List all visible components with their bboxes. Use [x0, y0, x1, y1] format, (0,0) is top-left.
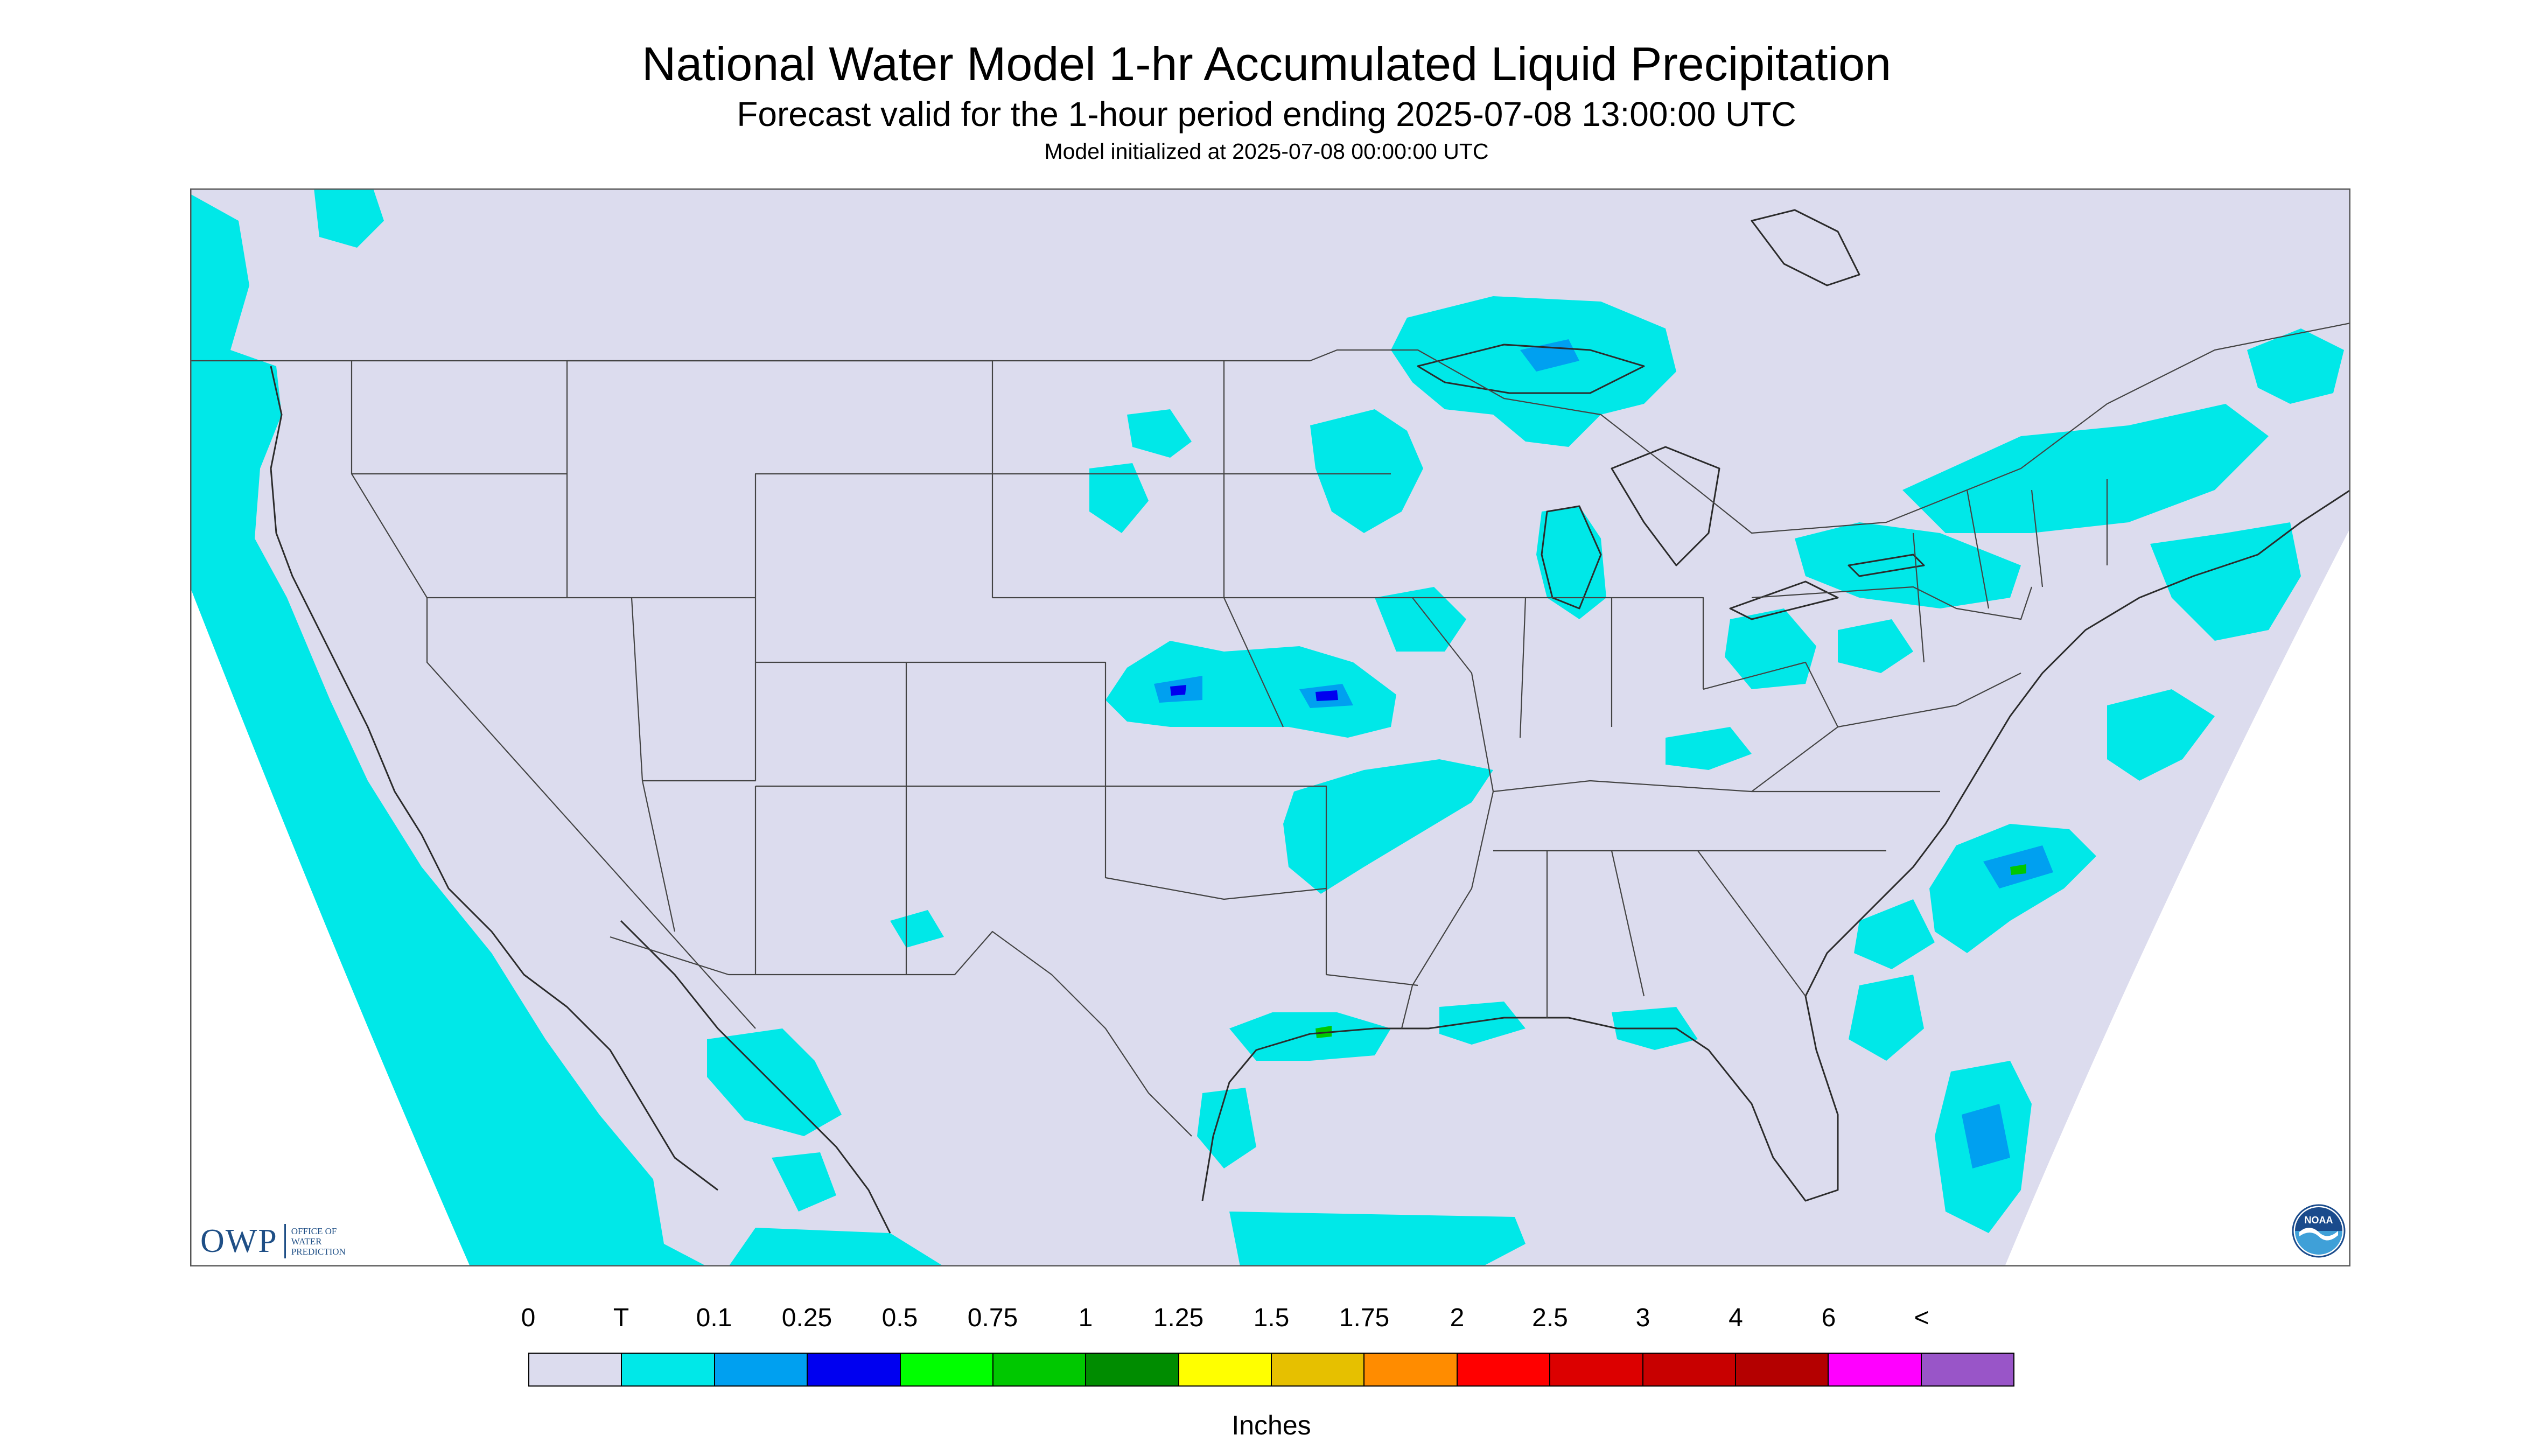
- owp-logo-wordmark: Office of Water Prediction: [291, 1226, 346, 1257]
- legend-swatch: [1179, 1354, 1272, 1385]
- legend-tick-label: 3: [1635, 1304, 1650, 1332]
- precip-area-carolinas-offshore: [1854, 899, 1935, 969]
- owp-logo-mark: OWP: [200, 1222, 278, 1259]
- precip-area-quebec: [1902, 404, 2269, 533]
- precip-area-kansas-heavy: [1170, 685, 1186, 696]
- legend-tick-label: 0: [521, 1304, 536, 1332]
- state-grid-central: [1104, 361, 1940, 1029]
- legend-swatch: [1921, 1354, 2013, 1385]
- legend-swatch: [529, 1354, 622, 1385]
- coastline-pacific: [270, 366, 718, 1191]
- color-legend: 0 T 0.1 0.25 0.5 0.75 1 1.25 1.5 1.75 2 2.5 3 4 6 < Inc…: [521, 1303, 2014, 1443]
- noaa-logo-text: NOAA: [2305, 1215, 2333, 1226]
- precip-area-bahamas-core: [1962, 1104, 2010, 1168]
- legend-swatch: [715, 1354, 808, 1385]
- legend-units-label: Inches: [1231, 1410, 1311, 1440]
- owp-logo-line: Office of: [291, 1226, 337, 1236]
- legend-tick-label: 1.25: [1153, 1304, 1204, 1332]
- precip-area-mexico: [707, 1028, 842, 1136]
- precip-area-central-plains: [1105, 641, 1396, 738]
- precip-area-minnesota: [1127, 409, 1192, 458]
- owp-logo: OWP Office of Water Prediction: [200, 1220, 346, 1263]
- legend-swatch: [1643, 1354, 1736, 1385]
- legend-tick-label: 2: [1450, 1304, 1465, 1332]
- map-subtitle: Forecast valid for the 1-hour period end…: [737, 95, 1796, 134]
- precip-area-atlantic: [1929, 824, 2096, 953]
- noaa-logo: NOAA: [2292, 1204, 2346, 1261]
- legend-tick-label: 1: [1078, 1304, 1093, 1332]
- precip-area-ohio: [1725, 608, 1816, 689]
- state-grid-west: [351, 360, 1284, 1029]
- precip-area-atlantic-heavy: [2010, 864, 2026, 875]
- owp-logo-line: Water: [291, 1236, 322, 1247]
- owp-logo-divider: [284, 1224, 286, 1258]
- legend-tick-label: 2.5: [1532, 1304, 1568, 1332]
- precip-area-new-mexico: [890, 910, 944, 948]
- legend-swatch: [1457, 1354, 1551, 1385]
- legend-tick-label: 0.5: [881, 1304, 918, 1332]
- map-title: National Water Model 1-hr Accumulated Li…: [641, 37, 1892, 90]
- legend-swatch: [1272, 1354, 1365, 1385]
- legend-tick-label: 1.75: [1339, 1304, 1390, 1332]
- precip-area-mexico-2: [772, 1152, 836, 1212]
- coastline-gulf: [1201, 489, 2350, 1202]
- legend-tick-label: T: [613, 1304, 629, 1332]
- legend-swatch: [993, 1354, 1087, 1385]
- state-boundaries: [190, 322, 2350, 1137]
- boundary-us-mexico: [610, 930, 1192, 1137]
- precip-area-michigan: [1536, 506, 1606, 619]
- state-grid-east: [1493, 479, 2108, 1018]
- legend-tick-label: 4: [1729, 1304, 1743, 1332]
- legend-swatch: [1736, 1354, 1829, 1385]
- precip-area-pennsylvania: [1838, 619, 1913, 673]
- legend-swatch: [1086, 1354, 1179, 1385]
- precip-area-superior: [1391, 296, 1676, 447]
- precipitation-map[interactable]: [190, 188, 2350, 1266]
- legend-swatch: [1365, 1354, 1458, 1385]
- precip-area-maine-coast: [2150, 522, 2301, 641]
- coastline-hudson-james-bay: [1751, 209, 1860, 286]
- coastline-gulf-of-california: [620, 920, 891, 1234]
- precip-area-atlantic-south: [1849, 975, 1924, 1061]
- owp-logo-line: Prediction: [291, 1246, 346, 1257]
- precip-area-atlantic-north: [2107, 689, 2215, 781]
- legend-swatch: [900, 1354, 993, 1385]
- precip-area-bc: [314, 188, 384, 248]
- precip-area-gulf-louisiana: [1439, 1002, 1526, 1045]
- coastline-great-lakes: [1417, 344, 1925, 620]
- precip-area-upper-midwest: [1310, 409, 1423, 533]
- precip-area-ohio-valley: [1666, 727, 1752, 770]
- legend-swatches: [528, 1353, 2014, 1387]
- offgrid-area-southwest: [190, 587, 470, 1266]
- legend-tick-label: 1.5: [1253, 1304, 1290, 1332]
- legend-tick-label: 0.1: [696, 1304, 732, 1332]
- boundary-canada-us: [190, 322, 2350, 534]
- precip-area-pacific: [190, 194, 707, 1266]
- legend-swatch: [1829, 1354, 1922, 1385]
- precip-area-iowa: [1375, 587, 1466, 652]
- precip-area-texas-coast: [1229, 1012, 1391, 1061]
- precip-area-gulf-south: [1229, 1212, 1526, 1266]
- legend-swatch: [1550, 1354, 1643, 1385]
- legend-tick-label: 6: [1821, 1304, 1836, 1332]
- precip-area-new-england-north: [2247, 328, 2344, 404]
- precip-area-dakotas: [1089, 463, 1149, 533]
- offgrid-area-southeast: [2005, 528, 2350, 1266]
- map-frame: [190, 188, 2350, 1266]
- precip-area-new-york: [1795, 522, 2021, 608]
- legend-swatch: [808, 1354, 901, 1385]
- precip-area-missouri-heavy: [1316, 690, 1338, 701]
- precip-area-baja: [470, 1007, 675, 1266]
- precip-area-ozarks: [1283, 759, 1493, 894]
- precip-light-areas: [1154, 339, 2053, 1168]
- legend-swatch: [622, 1354, 715, 1385]
- precip-area-mexico-south: [729, 1228, 944, 1266]
- model-init-line: Model initialized at 2025-07-08 00:00:00…: [1044, 139, 1489, 164]
- legend-tick-label: 0.25: [781, 1304, 832, 1332]
- coastlines: [270, 209, 2350, 1234]
- legend-tick-label: 0.75: [967, 1304, 1018, 1332]
- legend-tick-label: <: [1914, 1304, 1929, 1332]
